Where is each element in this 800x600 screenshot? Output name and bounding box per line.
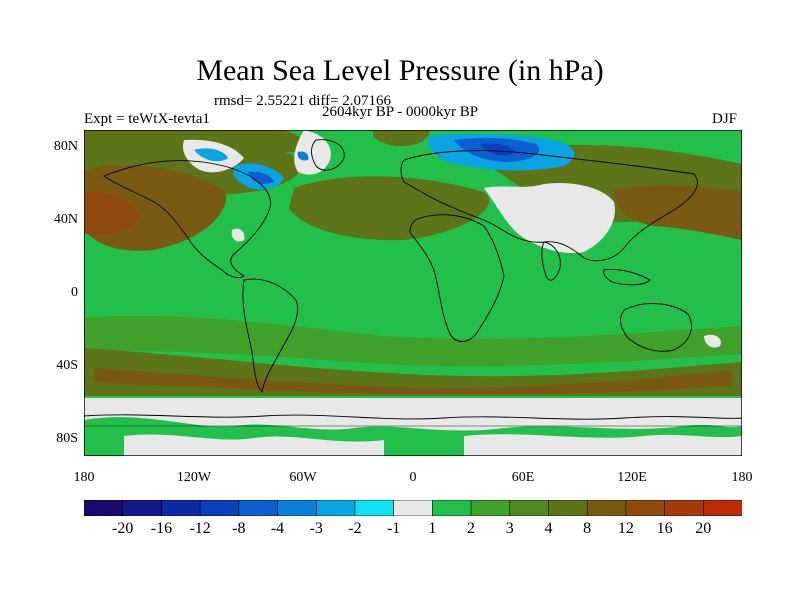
lat-label-40s: 40S (56, 358, 78, 373)
pressure-anomaly-map (84, 130, 742, 456)
colorbar-swatch (315, 500, 356, 516)
antarctica-region (84, 398, 742, 456)
colorbar-swatch (664, 500, 705, 516)
positive-anomaly-regions (84, 130, 742, 251)
colorbar-label: 12 (617, 520, 634, 537)
colorbar-swatch (702, 500, 742, 516)
colorbar-swatch (509, 500, 550, 516)
colorbar-swatch (199, 500, 240, 516)
negative-anomaly-regions (194, 133, 575, 190)
colorbar-label: -16 (150, 520, 173, 537)
lon-label-180w: 180 (73, 470, 95, 485)
southern-bands (84, 315, 742, 396)
colorbar-swatch (122, 500, 163, 516)
lon-label-60e: 60E (511, 470, 535, 485)
colorbar-label: -3 (309, 520, 323, 537)
lat-label-80n: 80N (53, 139, 78, 154)
colorbar-label: 3 (505, 520, 514, 537)
lat-label-80s: 80S (56, 431, 78, 446)
coastlines (84, 139, 742, 420)
colorbar-label: 1 (428, 520, 437, 537)
colorbar-swatch (548, 500, 588, 516)
colorbar-swatch (470, 500, 511, 516)
period-label: 2604kyr BP - 0000kyr BP (322, 104, 479, 120)
chart-title: Mean Sea Level Pressure (in hPa) (196, 54, 604, 87)
colorbar (84, 500, 742, 516)
colorbar-swatch (238, 500, 279, 516)
colorbar-label: 2 (467, 520, 476, 537)
colorbar-label: -12 (189, 520, 211, 537)
lat-label-40n: 40N (53, 212, 78, 227)
colorbar-label: -8 (232, 520, 246, 537)
colorbar-label: -20 (112, 520, 134, 537)
experiment-label: Expt = teWtX-tevta1 (84, 111, 210, 127)
colorbar-label: 8 (583, 520, 592, 537)
colorbar-swatch (586, 500, 627, 516)
lon-label-120e: 120E (617, 470, 647, 485)
lon-label-0: 0 (409, 470, 417, 485)
colorbar-label: -4 (270, 520, 285, 537)
colorbar-swatch (625, 500, 666, 516)
colorbar-swatch (161, 500, 201, 516)
colorbar-label: -2 (348, 520, 362, 537)
colorbar-label: -1 (386, 520, 401, 537)
colorbar-swatch (393, 500, 434, 516)
season-label: DJF (712, 111, 738, 127)
colorbar-label: 20 (695, 520, 712, 537)
colorbar-swatch (277, 500, 318, 516)
colorbar-swatch (84, 500, 124, 516)
colorbar-label: 16 (656, 520, 673, 537)
lat-label-0: 0 (71, 285, 78, 300)
colorbar-label: 4 (544, 520, 553, 537)
colorbar-swatch (432, 500, 472, 516)
colorbar-swatch (354, 500, 395, 516)
lon-label-60w: 60W (289, 470, 317, 485)
lon-label-120w: 120W (176, 470, 212, 485)
stats-text: rmsd= 2.55221 diff= 2.07166 (214, 93, 392, 109)
lon-label-180e: 180 (731, 470, 753, 485)
